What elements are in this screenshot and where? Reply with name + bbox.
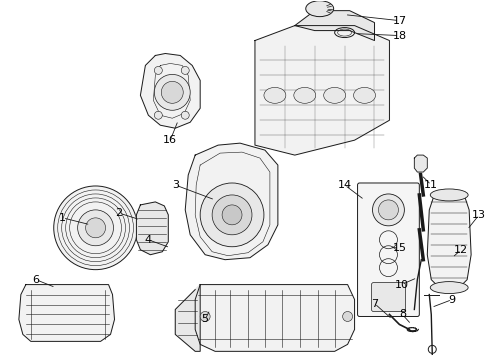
Ellipse shape <box>429 189 467 201</box>
Ellipse shape <box>323 87 345 103</box>
Text: 12: 12 <box>453 245 468 255</box>
Circle shape <box>212 195 251 235</box>
Circle shape <box>200 183 264 247</box>
Polygon shape <box>19 285 114 341</box>
Text: 2: 2 <box>115 208 122 218</box>
Polygon shape <box>254 26 388 155</box>
Ellipse shape <box>264 87 285 103</box>
Text: 13: 13 <box>471 210 485 220</box>
Polygon shape <box>413 155 427 172</box>
Text: 9: 9 <box>447 294 455 305</box>
Text: 5: 5 <box>201 314 208 324</box>
Circle shape <box>372 194 404 226</box>
Text: 6: 6 <box>32 275 39 285</box>
Text: 11: 11 <box>424 180 437 190</box>
Circle shape <box>181 111 189 119</box>
Polygon shape <box>140 54 200 128</box>
Polygon shape <box>195 285 354 351</box>
Text: 15: 15 <box>391 243 406 253</box>
Polygon shape <box>294 11 374 41</box>
Ellipse shape <box>429 282 467 293</box>
Text: 17: 17 <box>391 15 406 26</box>
Text: 7: 7 <box>370 298 377 309</box>
Circle shape <box>154 67 162 75</box>
Polygon shape <box>185 143 277 260</box>
Circle shape <box>161 81 183 103</box>
Polygon shape <box>175 285 200 351</box>
Text: 3: 3 <box>171 180 179 190</box>
Text: 4: 4 <box>144 235 152 245</box>
Polygon shape <box>136 202 168 255</box>
Circle shape <box>181 67 189 75</box>
Ellipse shape <box>353 87 375 103</box>
Circle shape <box>54 186 137 270</box>
FancyBboxPatch shape <box>371 283 405 311</box>
Circle shape <box>78 210 113 246</box>
Polygon shape <box>427 190 470 288</box>
Circle shape <box>222 205 242 225</box>
Text: 18: 18 <box>391 31 406 41</box>
Circle shape <box>200 311 210 321</box>
Text: 1: 1 <box>59 213 66 223</box>
Circle shape <box>154 75 190 110</box>
Circle shape <box>378 200 398 220</box>
Circle shape <box>85 218 105 238</box>
Circle shape <box>154 111 162 119</box>
Text: 16: 16 <box>163 135 177 145</box>
Text: 14: 14 <box>337 180 351 190</box>
FancyBboxPatch shape <box>357 183 419 316</box>
Text: 10: 10 <box>394 280 407 289</box>
Text: 8: 8 <box>398 310 405 319</box>
Circle shape <box>342 311 352 321</box>
Ellipse shape <box>305 1 333 17</box>
Ellipse shape <box>293 87 315 103</box>
